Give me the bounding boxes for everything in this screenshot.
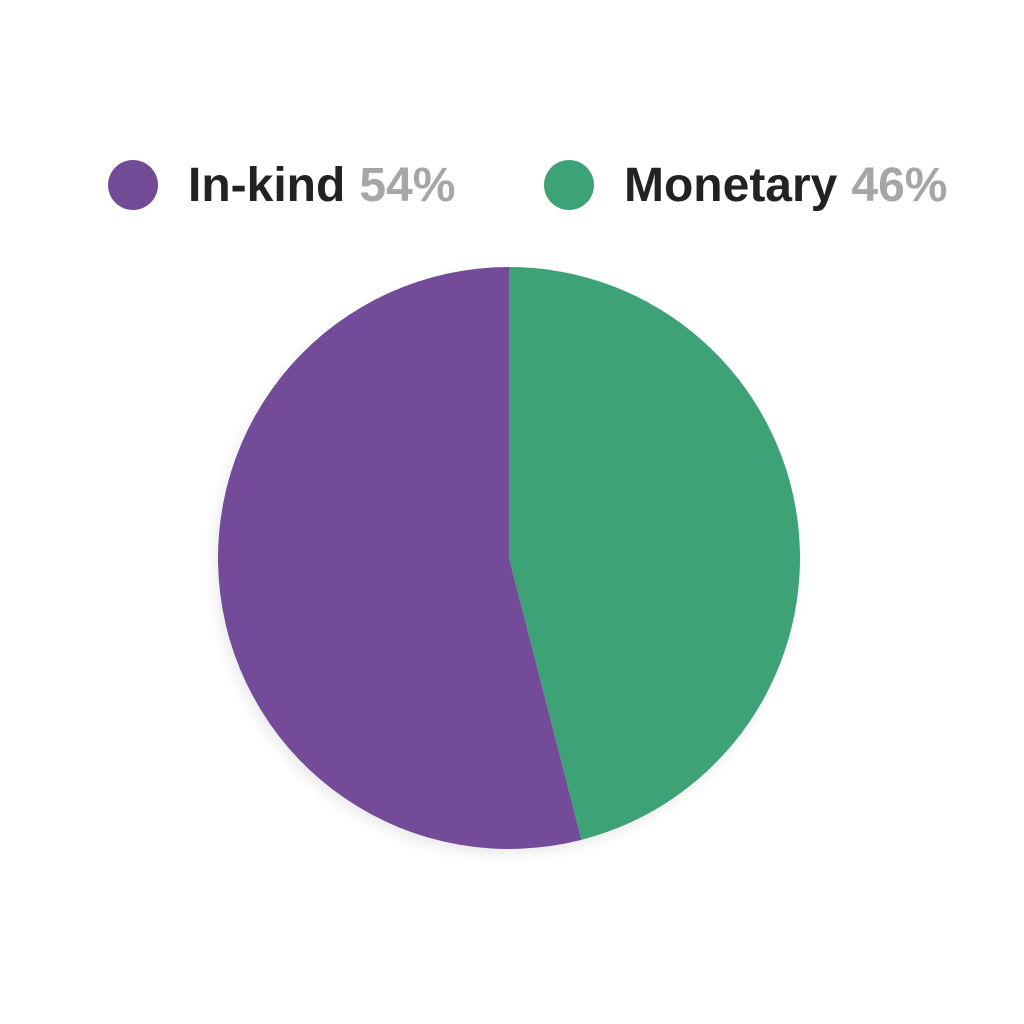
legend-percent-monetary: 46% [851, 158, 948, 212]
pie-slice-monetary [509, 267, 801, 840]
pie-slice-in-kind [218, 267, 582, 849]
legend-label-in-kind: In-kind [188, 158, 346, 212]
legend-label-monetary: Monetary [624, 158, 838, 212]
pie-slices [218, 267, 801, 849]
legend-swatch-in-kind [108, 160, 158, 210]
legend-item-in-kind: In-kind 54% [108, 150, 455, 220]
legend-item-monetary: Monetary 46% [544, 150, 947, 220]
legend-percent-in-kind: 54% [359, 158, 456, 212]
legend-swatch-monetary [544, 160, 594, 210]
